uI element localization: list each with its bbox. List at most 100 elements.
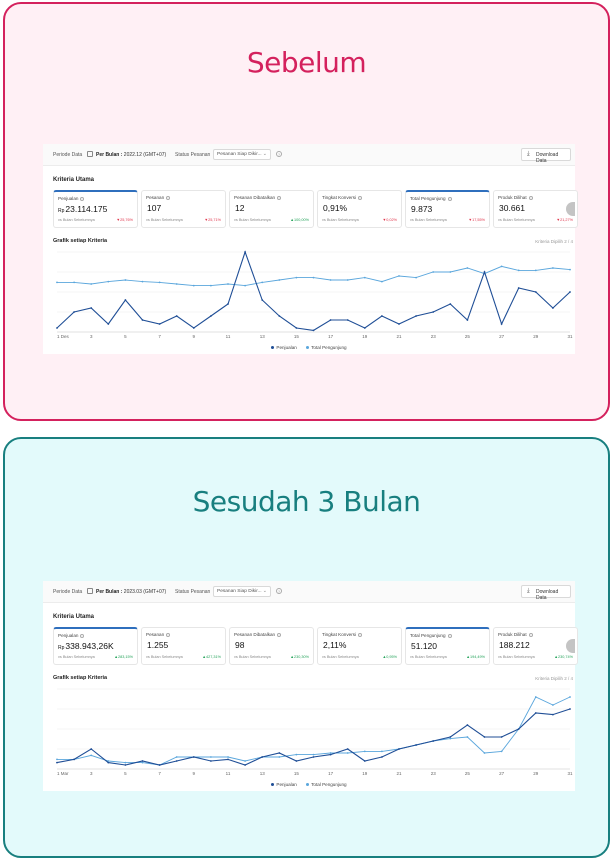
help-icon[interactable] [277,195,282,200]
status-select[interactable]: Pesanan Siap Dikir... ⌄ [213,586,271,597]
data-point[interactable] [210,760,212,762]
data-point[interactable] [56,327,58,329]
data-point[interactable] [466,267,469,269]
data-point[interactable] [329,319,332,321]
data-point[interactable] [227,756,229,758]
data-point[interactable] [346,279,349,281]
data-point[interactable] [500,323,503,325]
data-point[interactable] [56,758,58,761]
data-point[interactable] [329,279,332,281]
data-point[interactable] [90,754,93,757]
data-point[interactable] [158,323,161,325]
data-point[interactable] [210,284,212,287]
data-point[interactable] [210,315,212,317]
data-point[interactable] [449,271,452,273]
data-point[interactable] [552,307,554,309]
data-point[interactable] [192,756,195,758]
help-icon[interactable] [166,195,171,200]
data-point[interactable] [483,752,486,754]
data-point[interactable] [449,303,452,305]
data-point[interactable] [175,315,178,317]
help-icon[interactable] [447,633,452,638]
help-icon[interactable] [528,632,533,637]
download-button[interactable]: ⤓ Download Data [521,148,571,164]
data-point[interactable] [227,283,229,285]
data-point[interactable] [192,327,195,329]
info-icon[interactable]: ? [276,151,282,157]
help-icon[interactable] [358,195,363,200]
data-point[interactable] [552,713,554,716]
data-point[interactable] [90,748,93,750]
data-point[interactable] [295,760,298,762]
period-selector[interactable]: Per Bulan : 2022.12 (GMT+07) [96,152,166,158]
data-point[interactable] [210,756,212,758]
data-point[interactable] [192,284,195,287]
data-point[interactable] [141,761,144,764]
data-point[interactable] [432,311,435,313]
data-point[interactable] [73,311,75,313]
data-point[interactable] [346,319,349,321]
data-point[interactable] [124,761,127,764]
data-point[interactable] [261,281,264,284]
data-point[interactable] [141,280,144,283]
data-point[interactable] [500,736,503,738]
data-point[interactable] [244,764,247,766]
data-point[interactable] [312,276,315,279]
data-point[interactable] [124,279,127,281]
data-point[interactable] [73,281,75,284]
metric-card-total-pengunjung[interactable]: Total Pengunjung 9.873 vs Bulan Sebelumnya… [405,190,490,228]
data-point[interactable] [90,307,93,309]
help-icon[interactable] [166,632,171,637]
data-point[interactable] [449,737,452,740]
data-point[interactable] [90,283,93,285]
data-point[interactable] [295,276,298,279]
data-point[interactable] [381,750,383,753]
data-point[interactable] [569,708,571,710]
download-button[interactable]: ⤓ Download Data [521,585,571,601]
legend-item-pengunjung[interactable]: Total Pengunjung [306,345,347,350]
data-point[interactable] [261,756,264,758]
data-point[interactable] [534,696,537,698]
info-icon[interactable]: ? [276,588,282,594]
help-icon[interactable] [80,196,85,201]
data-point[interactable] [73,758,75,761]
data-point[interactable] [449,736,452,738]
metric-card-pesanan[interactable]: Pesanan 1.255 vs Bulan Sebelumnya ▲427,31% [141,627,226,665]
data-point[interactable] [500,265,503,268]
data-point[interactable] [517,287,520,289]
data-point[interactable] [227,758,229,761]
help-icon[interactable] [277,632,282,637]
data-point[interactable] [312,753,315,756]
data-point[interactable] [363,760,366,762]
help-icon[interactable] [528,195,533,200]
data-point[interactable] [415,744,417,746]
metric-card-produk-dilihat[interactable]: Produk Dilihat 30.661 vs Bulan Sebelumnya ▼… [493,190,578,228]
help-icon[interactable] [80,633,85,638]
data-point[interactable] [363,750,366,753]
metric-card-penjualan[interactable]: Penjualan Rp338.943,26K vs Bulan Sebelumny… [53,627,138,665]
data-point[interactable] [500,750,503,753]
data-point[interactable] [124,764,127,766]
data-point[interactable] [415,315,417,317]
data-point[interactable] [483,736,486,738]
data-point[interactable] [415,276,417,279]
data-point[interactable] [158,764,161,766]
data-point[interactable] [381,315,383,317]
data-point[interactable] [244,284,247,287]
criteria-selected[interactable]: Kriteria Dipilih 2 / 4 [535,676,573,681]
data-point[interactable] [329,752,332,754]
data-point[interactable] [569,291,571,293]
data-point[interactable] [278,315,281,317]
data-point[interactable] [398,323,400,325]
data-point[interactable] [295,753,298,756]
data-point[interactable] [381,280,383,283]
data-point[interactable] [346,752,349,754]
data-point[interactable] [569,696,571,698]
data-point[interactable] [56,281,58,284]
metric-card-penjualan[interactable]: Penjualan Rp23.114.175 vs Bulan Sebelumnya… [53,190,138,228]
data-point[interactable] [432,740,435,742]
period-selector[interactable]: Per Bulan : 2023.03 (GMT+07) [96,589,166,595]
data-point[interactable] [312,329,315,332]
data-point[interactable] [517,728,520,730]
data-point[interactable] [534,291,537,293]
